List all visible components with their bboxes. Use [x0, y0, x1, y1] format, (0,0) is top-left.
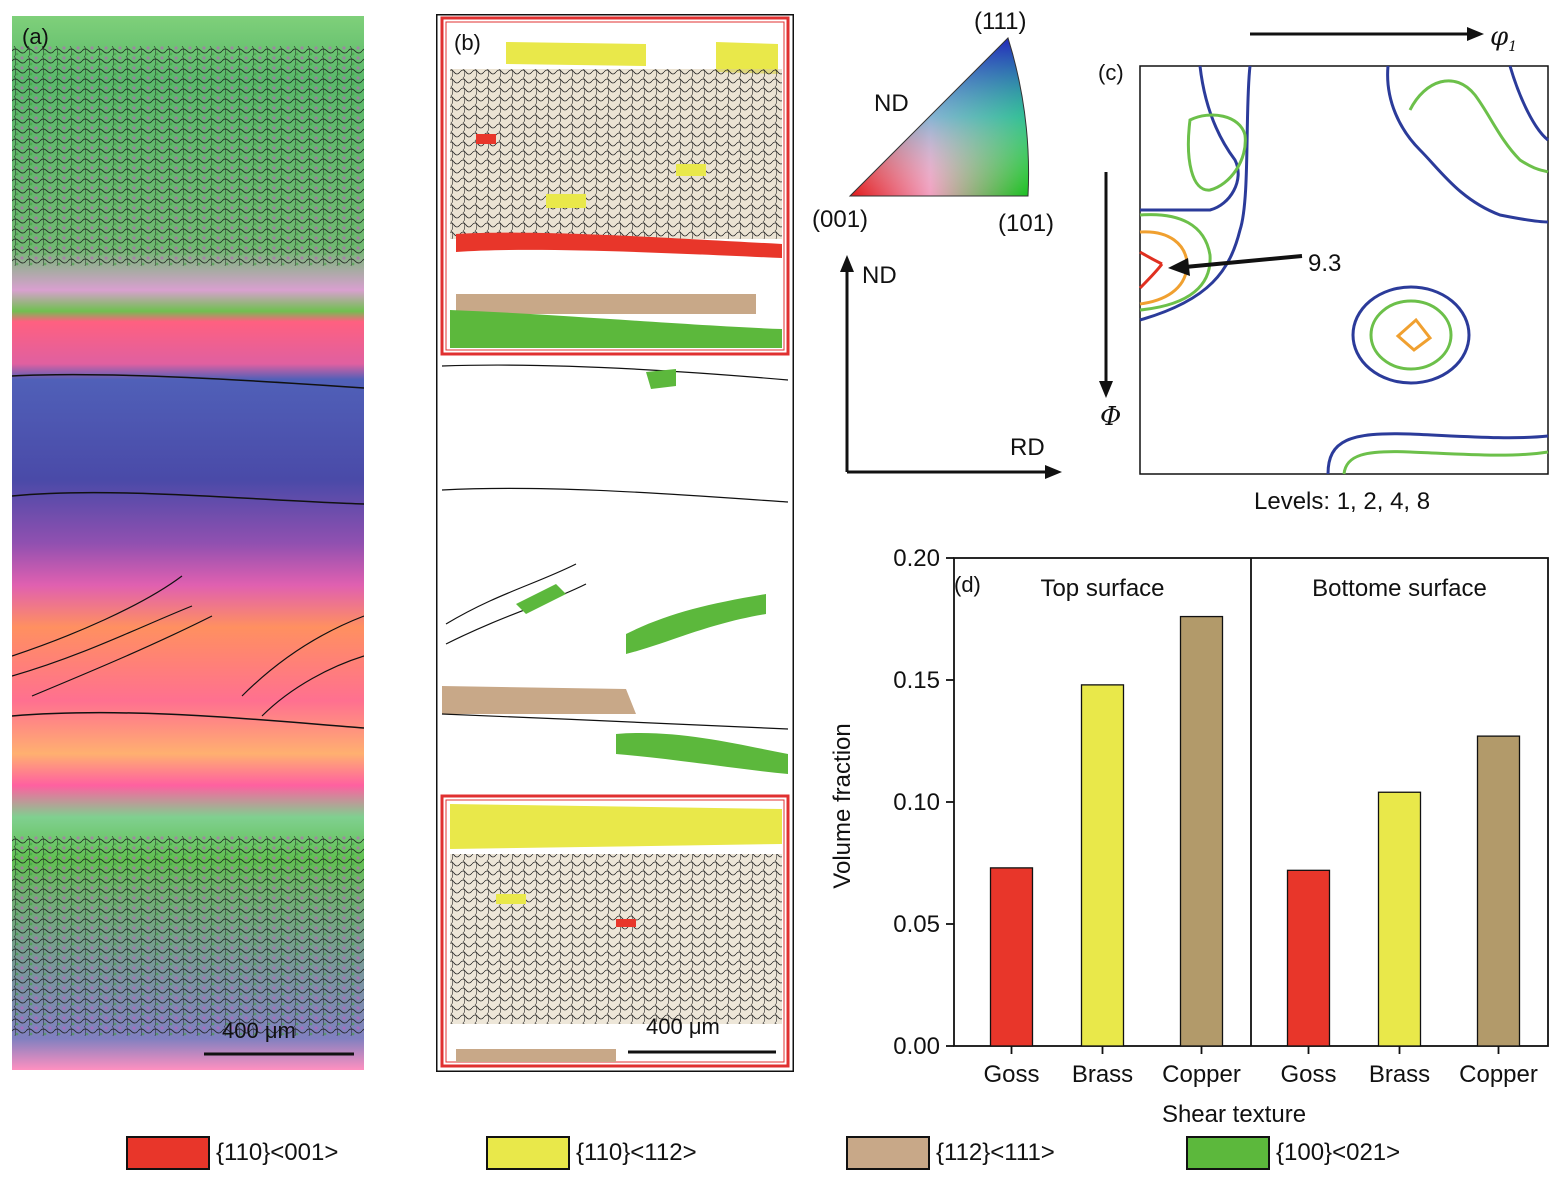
- axis-label-nd: ND: [862, 262, 897, 289]
- legend-label-brass: {110}<112>: [576, 1139, 697, 1166]
- phi1-subscript: 1: [1508, 39, 1518, 56]
- panel-c-label: (c): [1098, 60, 1124, 85]
- legend-label-copper: {112}<111>: [936, 1139, 1055, 1166]
- bar-goss: [1286, 869, 1331, 1047]
- bar-brass: [1080, 684, 1125, 1047]
- y-axis-label: Volume fraction: [829, 723, 856, 888]
- ipf-label-001: (001): [812, 206, 869, 233]
- x-tick-label: Goss: [983, 1061, 1039, 1088]
- phi1-symbol: φ: [1490, 22, 1509, 52]
- panel-b-texture-map: (b) 400 μm: [434, 12, 796, 1074]
- ipf-label-nd: ND: [874, 90, 909, 117]
- y-tick-label: 0.05: [893, 911, 940, 938]
- bar-brass: [1377, 791, 1422, 1047]
- legend-item-copper: {112}<111>: [846, 1136, 1055, 1170]
- ipf-map-image: [11, 16, 365, 1070]
- legend-swatch-brass: [486, 1136, 570, 1170]
- y-tick-label: 0.20: [893, 545, 940, 572]
- ipf-label-111: (111): [974, 8, 1027, 35]
- panel-d-label: (d): [954, 572, 981, 597]
- y-tick-label: 0.10: [893, 789, 940, 816]
- y-tick-label: 0.00: [893, 1033, 940, 1060]
- legend-item-brass: {110}<112>: [486, 1136, 697, 1170]
- panel-a-ipf-map: (a) 400 μm: [11, 16, 365, 1070]
- panel-b-label: (b): [454, 30, 481, 55]
- axis-label-rd: RD: [1010, 434, 1045, 461]
- texture-map-image: [434, 12, 796, 1074]
- ipf-label-101: (101): [998, 210, 1055, 237]
- legend-swatch-goss: [126, 1136, 210, 1170]
- y-tick-label: 0.15: [893, 667, 940, 694]
- x-tick-label: Brass: [1369, 1061, 1430, 1088]
- legend-item-s-cube: {100}<021>: [1186, 1136, 1400, 1170]
- x-tick-label: Copper: [1162, 1061, 1241, 1088]
- panel-b-scale-label: 400 μm: [646, 1014, 720, 1039]
- group-title: Bottome surface: [1312, 575, 1487, 602]
- peak-value-label: 9.3: [1308, 250, 1342, 277]
- bar-copper: [1179, 615, 1224, 1047]
- group-title: Top surface: [1040, 575, 1164, 602]
- x-tick-label: Copper: [1459, 1061, 1538, 1088]
- legend-item-goss: {110}<001>: [126, 1136, 338, 1170]
- ipf-legend-triangle: [840, 37, 1062, 479]
- legend-label-goss: {110}<001>: [216, 1139, 339, 1166]
- phi-label: Φ: [1100, 402, 1122, 432]
- chart-ticks: 0.00 0.05 0.10 0.15 0.20 Top surface Goss Brass…: [893, 545, 1538, 1088]
- legend-swatch-s-cube: [1186, 1136, 1270, 1170]
- contour-levels-label: Levels: 1, 2, 4, 8: [1254, 488, 1431, 515]
- bar-goss: [989, 867, 1034, 1047]
- chart-bars: [989, 615, 1521, 1047]
- chart-frame: [953, 557, 1549, 1047]
- panel-c-odf-section: [1099, 27, 1549, 475]
- x-tick-label: Goss: [1280, 1061, 1336, 1088]
- x-axis-label: Shear texture: [1162, 1101, 1306, 1128]
- legend-swatch-copper: [846, 1136, 930, 1170]
- x-tick-label: Brass: [1072, 1061, 1133, 1088]
- panel-d-bar-chart: 0.00 0.05 0.10 0.15 0.20 Top surface Goss Brass…: [829, 545, 1549, 1128]
- phi1-label: φ1: [1490, 22, 1517, 55]
- panel-a-label: (a): [22, 24, 49, 49]
- panel-a-scale-label: 400 μm: [222, 1018, 296, 1043]
- bar-copper: [1476, 735, 1521, 1047]
- legend-label-s-cube: {100}<021>: [1276, 1139, 1401, 1166]
